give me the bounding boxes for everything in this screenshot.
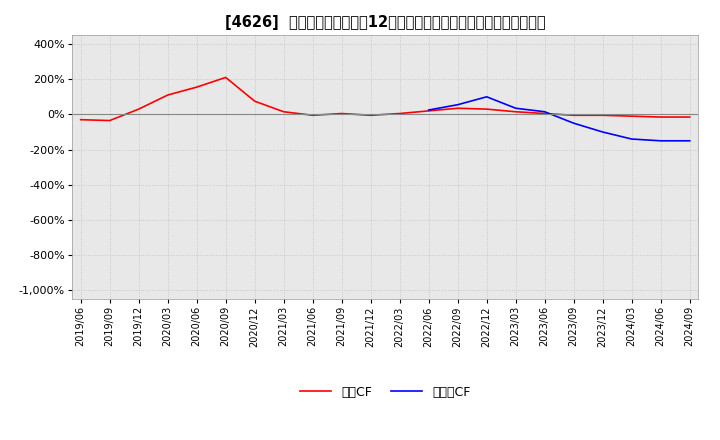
フリーCF <box>482 94 491 99</box>
営業CF <box>76 117 85 122</box>
フリーCF <box>424 107 433 113</box>
フリーCF <box>454 102 462 107</box>
フリーCF <box>627 136 636 142</box>
フリーCF <box>598 129 607 135</box>
フリーCF <box>657 138 665 143</box>
営業CF <box>424 108 433 114</box>
フリーCF <box>685 138 694 143</box>
Line: 営業CF: 営業CF <box>81 77 690 121</box>
フリーCF <box>541 109 549 114</box>
Legend: 営業CF, フリーCF: 営業CF, フリーCF <box>295 381 475 404</box>
営業CF <box>598 113 607 118</box>
営業CF <box>657 114 665 120</box>
営業CF <box>135 106 143 112</box>
営業CF <box>105 118 114 123</box>
営業CF <box>221 75 230 80</box>
フリーCF <box>570 121 578 126</box>
営業CF <box>627 114 636 119</box>
営業CF <box>454 106 462 111</box>
営業CF <box>279 109 288 114</box>
営業CF <box>251 99 259 104</box>
営業CF <box>685 114 694 120</box>
営業CF <box>482 106 491 112</box>
営業CF <box>308 113 317 118</box>
営業CF <box>570 113 578 118</box>
フリーCF <box>511 106 520 111</box>
Line: フリーCF: フリーCF <box>428 97 690 141</box>
営業CF <box>511 109 520 114</box>
営業CF <box>192 84 201 90</box>
営業CF <box>338 111 346 116</box>
営業CF <box>163 92 172 98</box>
営業CF <box>395 111 404 116</box>
Title: [4626]  キャッシュフローの12か月移動合計の対前年同期増減率の推移: [4626] キャッシュフローの12か月移動合計の対前年同期増減率の推移 <box>225 15 546 30</box>
営業CF <box>366 113 375 118</box>
営業CF <box>541 111 549 116</box>
